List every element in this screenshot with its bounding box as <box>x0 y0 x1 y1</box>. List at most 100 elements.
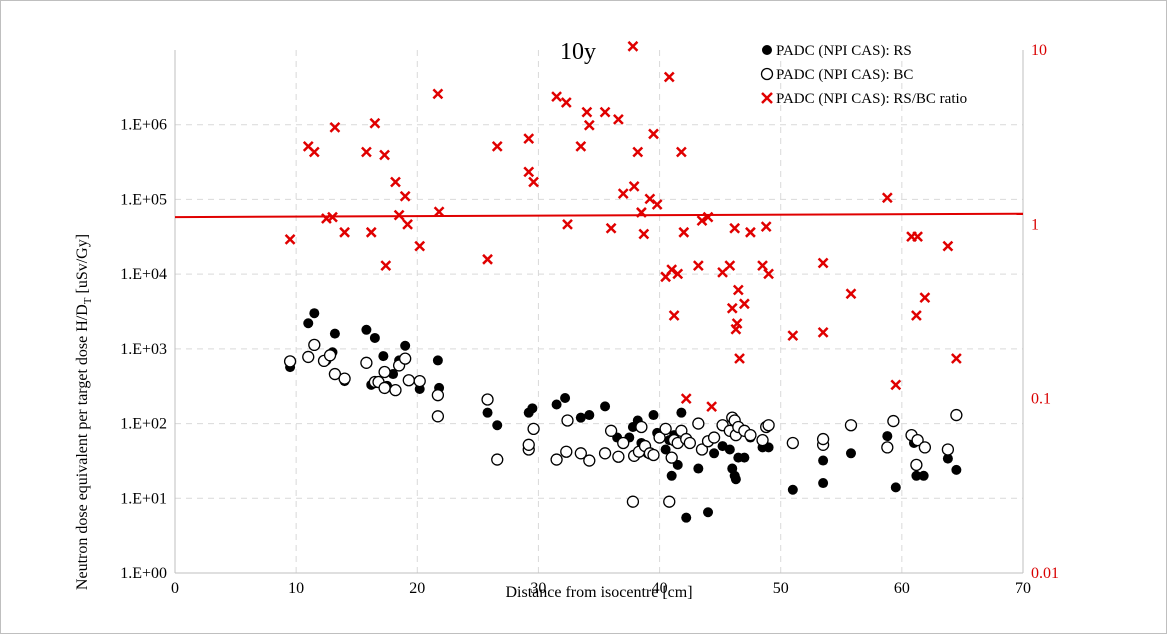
y-left-tick-label: 1.E+05 <box>120 191 167 208</box>
legend: PADC (NPI CAS): RS PADC (NPI CAS): BC PA… <box>760 43 967 107</box>
ratio-point <box>379 149 390 161</box>
bc-point <box>786 436 799 450</box>
ratio-point-stroke <box>651 199 663 210</box>
bc-point <box>918 441 932 454</box>
rs-point <box>551 399 562 410</box>
ratio-point <box>919 292 931 303</box>
rs-point <box>432 355 443 366</box>
ratio-point-stroke <box>399 190 411 202</box>
bc-point <box>431 389 445 402</box>
ratio-point <box>393 209 405 221</box>
ratio-point <box>369 117 381 129</box>
bc-point <box>378 381 391 395</box>
ratio-point-stroke <box>327 211 338 223</box>
ratio-point-stroke <box>817 257 829 269</box>
ratio-point-stroke <box>329 121 341 133</box>
rs-point <box>890 482 901 493</box>
bc-point <box>283 355 297 368</box>
ratio-point-stroke <box>726 302 738 314</box>
data-points <box>283 40 963 523</box>
y-left-tick-label: 1.E+01 <box>120 490 167 507</box>
rs-point <box>584 410 595 421</box>
rs-point <box>648 410 659 421</box>
bc-point <box>910 458 923 472</box>
bc-point <box>328 367 342 381</box>
ratio-point <box>551 91 562 103</box>
ratio-point <box>402 218 413 230</box>
ratio-point <box>734 353 745 364</box>
ratio-point <box>390 176 401 188</box>
ratio-point-stroke <box>414 240 426 252</box>
x-tick-label: 60 <box>894 580 910 597</box>
ratio-point-stroke <box>678 226 690 238</box>
ratio-point <box>696 215 708 227</box>
ratio-point <box>760 221 772 233</box>
ratio-point <box>732 284 744 296</box>
ratio-point <box>632 146 644 158</box>
ratio-point-stroke <box>668 310 680 321</box>
rs-point <box>693 463 704 474</box>
bc-point <box>522 438 535 451</box>
ratio-point-stroke <box>523 166 535 178</box>
ratio-point-stroke <box>644 193 656 205</box>
y-left-tick-label: 1.E+06 <box>120 117 167 134</box>
ratio-point-stroke <box>491 140 503 152</box>
ratio-point-stroke <box>583 119 595 131</box>
bc-point <box>950 408 963 422</box>
ratio-point-stroke <box>731 318 743 329</box>
bc-point <box>756 433 769 447</box>
legend-marker-bc <box>760 67 774 81</box>
y-right-tick-label: 0.1 <box>1031 391 1051 408</box>
y-right-tick-label: 1 <box>1031 216 1039 233</box>
ratio-point <box>702 211 714 223</box>
bc-point <box>389 384 402 397</box>
bc-point <box>617 436 630 450</box>
ratio-point-stroke <box>575 140 587 152</box>
ratio-point-stroke <box>638 228 650 240</box>
ratio-point <box>706 401 718 413</box>
bc-point <box>663 495 676 508</box>
bc-point <box>626 495 640 508</box>
rs-point <box>492 420 503 431</box>
ratio-point <box>617 188 629 200</box>
bc-point <box>308 338 321 352</box>
ratio-point <box>380 260 392 271</box>
bc-point <box>550 453 563 466</box>
ratio-point-stroke <box>599 106 611 118</box>
rs-point <box>951 464 962 475</box>
ratio-point <box>668 310 680 321</box>
x-tick-labels: 0 10 20 30 40 50 60 70 <box>171 580 1031 597</box>
bc-point <box>399 352 412 365</box>
rs-point <box>329 328 340 339</box>
ratio-point <box>757 260 768 271</box>
ratio-point-stroke <box>950 353 962 364</box>
ratio-point <box>845 288 857 300</box>
ratio-point <box>414 240 426 252</box>
rs-point <box>560 392 571 403</box>
rs-point <box>918 470 929 481</box>
rs-point <box>369 332 380 343</box>
bc-point <box>431 410 445 423</box>
ratio-point <box>562 218 573 230</box>
ratio-point <box>628 181 640 192</box>
rs-point <box>845 448 856 459</box>
rs-point <box>709 448 720 459</box>
ratio-point-stroke <box>881 192 893 204</box>
ratio-point <box>738 298 750 310</box>
ratio-point-stroke <box>560 97 572 108</box>
bc-point <box>402 374 415 387</box>
bc-point <box>816 432 830 446</box>
ratio-point-stroke <box>562 218 573 230</box>
legend-label-rs: PADC (NPI CAS): RS <box>776 43 912 59</box>
bc-point <box>881 441 894 454</box>
ratio-point-stroke <box>890 379 902 391</box>
legend-marker-rs <box>762 45 772 55</box>
ratio-point <box>627 40 639 52</box>
rs-point <box>527 403 538 414</box>
rs-point <box>911 470 922 481</box>
ratio-point-stroke <box>284 233 296 245</box>
ratio-point-stroke <box>636 207 647 218</box>
ratio-point <box>890 379 902 391</box>
bc-point <box>378 365 391 379</box>
ratio-point-stroke <box>432 88 444 100</box>
